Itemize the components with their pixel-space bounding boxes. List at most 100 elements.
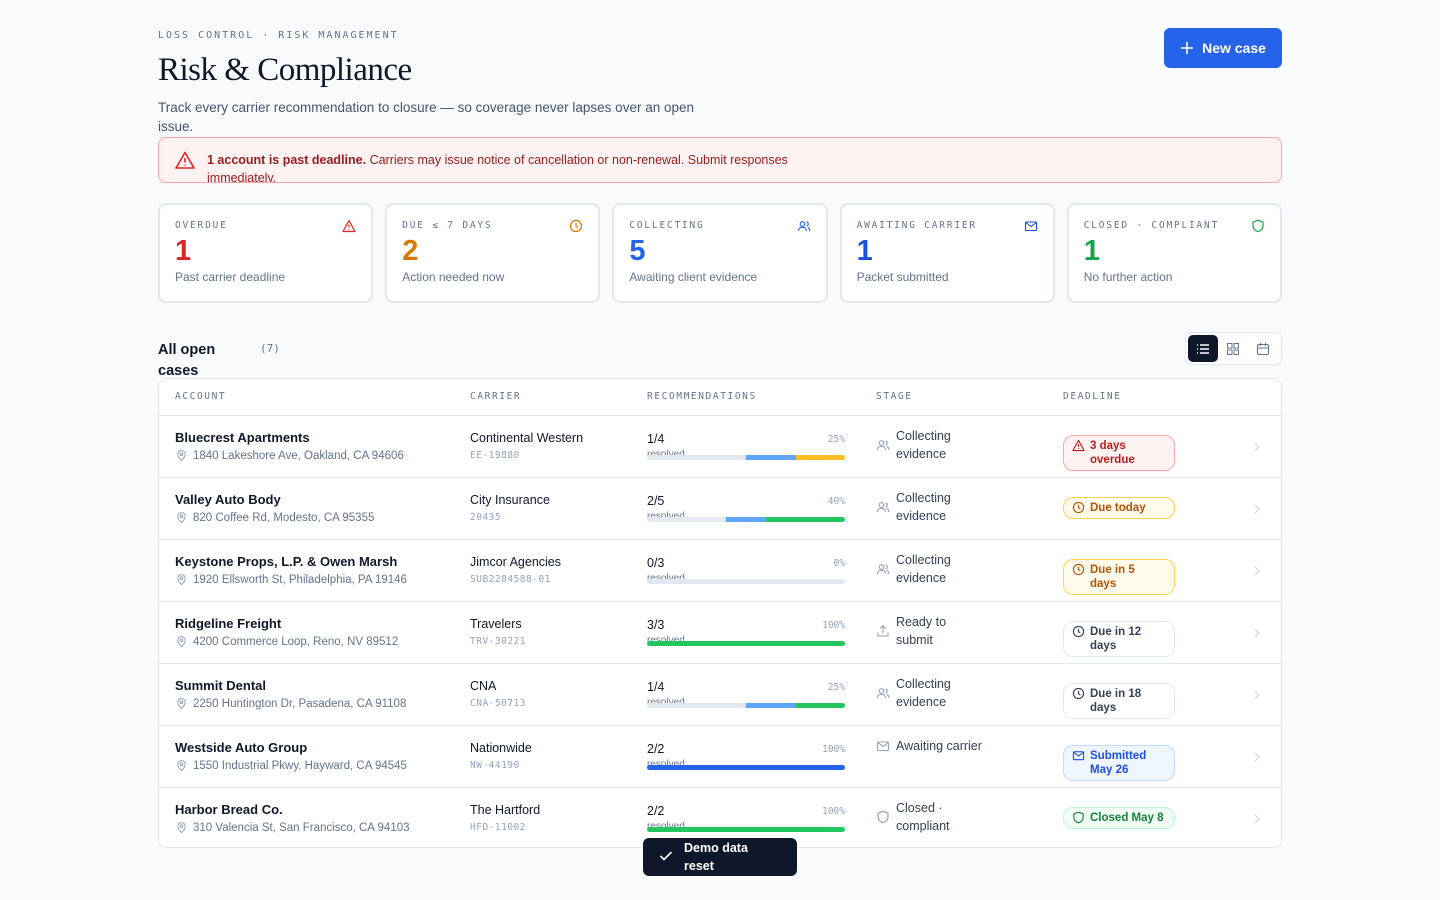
stat-label: CLOSED · COMPLIANT bbox=[1083, 220, 1220, 231]
account-address: 1550 Industrial Pkwy, Hayward, CA 94545 bbox=[175, 759, 407, 772]
icon bbox=[1254, 442, 1260, 452]
icon bbox=[1254, 628, 1260, 638]
icon bbox=[1072, 625, 1085, 638]
progress-bar bbox=[647, 641, 845, 646]
icon bbox=[177, 636, 186, 648]
progress-segment bbox=[647, 765, 746, 770]
eyebrow: LOSS CONTROL · RISK MANAGEMENT bbox=[158, 30, 399, 41]
alert: 1 account is past deadline. Carriers may… bbox=[158, 137, 1282, 183]
calendar-view[interactable] bbox=[1248, 335, 1278, 362]
view-toggle bbox=[1185, 332, 1282, 365]
progress-segment bbox=[647, 827, 746, 832]
progress-bar bbox=[647, 455, 845, 460]
deadline-text: Due in 18 days bbox=[1090, 688, 1142, 714]
stage-text: Collecting evidence bbox=[896, 429, 951, 461]
stage: Collecting evidence bbox=[876, 675, 986, 711]
icon bbox=[876, 440, 890, 451]
progress-caption: resolved bbox=[647, 697, 685, 708]
row-chevron bbox=[1250, 502, 1264, 521]
table-row[interactable]: Harbor Bread Co. 310 Valencia St, San Fra… bbox=[159, 788, 1281, 847]
stat-value: 1 bbox=[1083, 235, 1100, 267]
carrier-id: TRV-30221 bbox=[470, 636, 526, 647]
stage: Closed · compliant bbox=[876, 799, 986, 835]
progress-segment bbox=[647, 703, 697, 708]
rec-percent: 40% bbox=[827, 496, 845, 507]
carrier-id: EE-19880 bbox=[470, 450, 520, 461]
account-address: 1920 Ellsworth St, Philadelphia, PA 1914… bbox=[175, 573, 407, 586]
stage: Collecting evidence bbox=[876, 427, 986, 463]
subtitle: Track every carrier recommendation to cl… bbox=[158, 100, 694, 134]
stage: Ready to submit bbox=[876, 613, 986, 649]
rec-percent: 100% bbox=[822, 744, 845, 755]
account-name: Bluecrest Apartments bbox=[175, 430, 310, 445]
stage: Awaiting carrier bbox=[876, 737, 986, 755]
progress-segment bbox=[795, 455, 845, 460]
grid-view[interactable] bbox=[1218, 335, 1248, 362]
account-address: 820 Coffee Rd, Modesto, CA 95355 bbox=[175, 511, 374, 524]
column-header: CARRIER bbox=[470, 391, 522, 402]
progress-segment bbox=[779, 641, 845, 646]
column-header: DEADLINE bbox=[1063, 391, 1122, 402]
account-name: Westside Auto Group bbox=[175, 740, 308, 755]
rec-percent: 0% bbox=[833, 558, 845, 569]
icon bbox=[1072, 751, 1085, 761]
cases-table: ACCOUNT CARRIER RECOMMENDATIONS STAGE DEADLI… bbox=[158, 378, 1282, 848]
icon bbox=[177, 450, 186, 462]
rec-percent: 100% bbox=[822, 620, 845, 631]
rec-percent: 25% bbox=[827, 682, 845, 693]
stat-card: CLOSED · COMPLIANT 1 No further action bbox=[1066, 203, 1282, 303]
table-row[interactable]: Ridgeline Freight 4200 Commerce Loop, Ren… bbox=[159, 602, 1281, 664]
address-text: 1550 Industrial Pkwy, Hayward, CA 94545 bbox=[193, 759, 407, 772]
list-view[interactable] bbox=[1188, 335, 1218, 362]
rec-count: 2/5 bbox=[647, 494, 665, 508]
column-header: RECOMMENDATIONS bbox=[647, 391, 757, 402]
icon bbox=[1254, 566, 1260, 576]
icon bbox=[1072, 563, 1085, 576]
carrier-id: HFD-11002 bbox=[470, 822, 526, 833]
address-text: 820 Coffee Rd, Modesto, CA 95355 bbox=[193, 511, 375, 524]
icon bbox=[570, 219, 583, 233]
stage-text: Collecting evidence bbox=[896, 553, 951, 585]
cases-title: All open cases bbox=[158, 342, 216, 379]
progress-segment bbox=[779, 579, 845, 584]
table-row[interactable]: Bluecrest Apartments 1840 Lakeshore Ave, … bbox=[159, 416, 1281, 478]
deadline-text: Due in 5 days bbox=[1090, 564, 1135, 590]
deadline-text: Due today bbox=[1090, 502, 1146, 514]
account-name: Keystone Props, L.P. & Owen Marsh bbox=[175, 554, 398, 569]
deadline-badge: Due in 12 days bbox=[1063, 621, 1175, 657]
new-case-button[interactable]: New case bbox=[1164, 28, 1282, 68]
icon bbox=[1254, 814, 1260, 824]
deadline-badge: 3 days overdue bbox=[1063, 435, 1175, 471]
stat-card: OVERDUE 1 Past carrier deadline bbox=[158, 203, 374, 303]
table-row[interactable]: Valley Auto Body 820 Coffee Rd, Modesto, … bbox=[159, 478, 1281, 540]
deadline-badge: Closed May 8 bbox=[1063, 807, 1175, 829]
icon bbox=[877, 625, 889, 637]
table-row[interactable]: Westside Auto Group 1550 Industrial Pkwy,… bbox=[159, 726, 1281, 788]
icon bbox=[1254, 752, 1260, 762]
divider bbox=[159, 477, 1281, 478]
icon bbox=[876, 564, 890, 575]
account-address: 1840 Lakeshore Ave, Oakland, CA 94606 bbox=[175, 449, 404, 462]
icon bbox=[1252, 219, 1264, 233]
column-header: STAGE bbox=[876, 391, 913, 402]
rec-count: 1/4 bbox=[647, 680, 665, 694]
icon bbox=[177, 760, 186, 772]
progress-segment bbox=[696, 703, 746, 708]
rec-percent: 100% bbox=[822, 806, 845, 817]
carrier-name: The Hartford bbox=[470, 803, 541, 817]
stage-text: Collecting evidence bbox=[896, 677, 951, 709]
table-row[interactable]: Keystone Props, L.P. & Owen Marsh 1920 El… bbox=[159, 540, 1281, 602]
row-chevron bbox=[1250, 750, 1264, 769]
progress-segment bbox=[726, 517, 766, 522]
divider bbox=[159, 787, 1281, 788]
row-chevron bbox=[1250, 626, 1264, 645]
icon bbox=[1072, 439, 1085, 452]
progress-segment bbox=[805, 517, 845, 522]
address-text: 1920 Ellsworth St, Philadelphia, PA 1914… bbox=[193, 573, 407, 586]
address-text: 310 Valencia St, San Francisco, CA 94103 bbox=[193, 821, 410, 834]
table-row[interactable]: Summit Dental 2250 Huntington Dr, Pasaden… bbox=[159, 664, 1281, 726]
stat-value: 1 bbox=[175, 235, 192, 267]
account-name: Valley Auto Body bbox=[175, 492, 281, 507]
icon bbox=[876, 741, 890, 752]
